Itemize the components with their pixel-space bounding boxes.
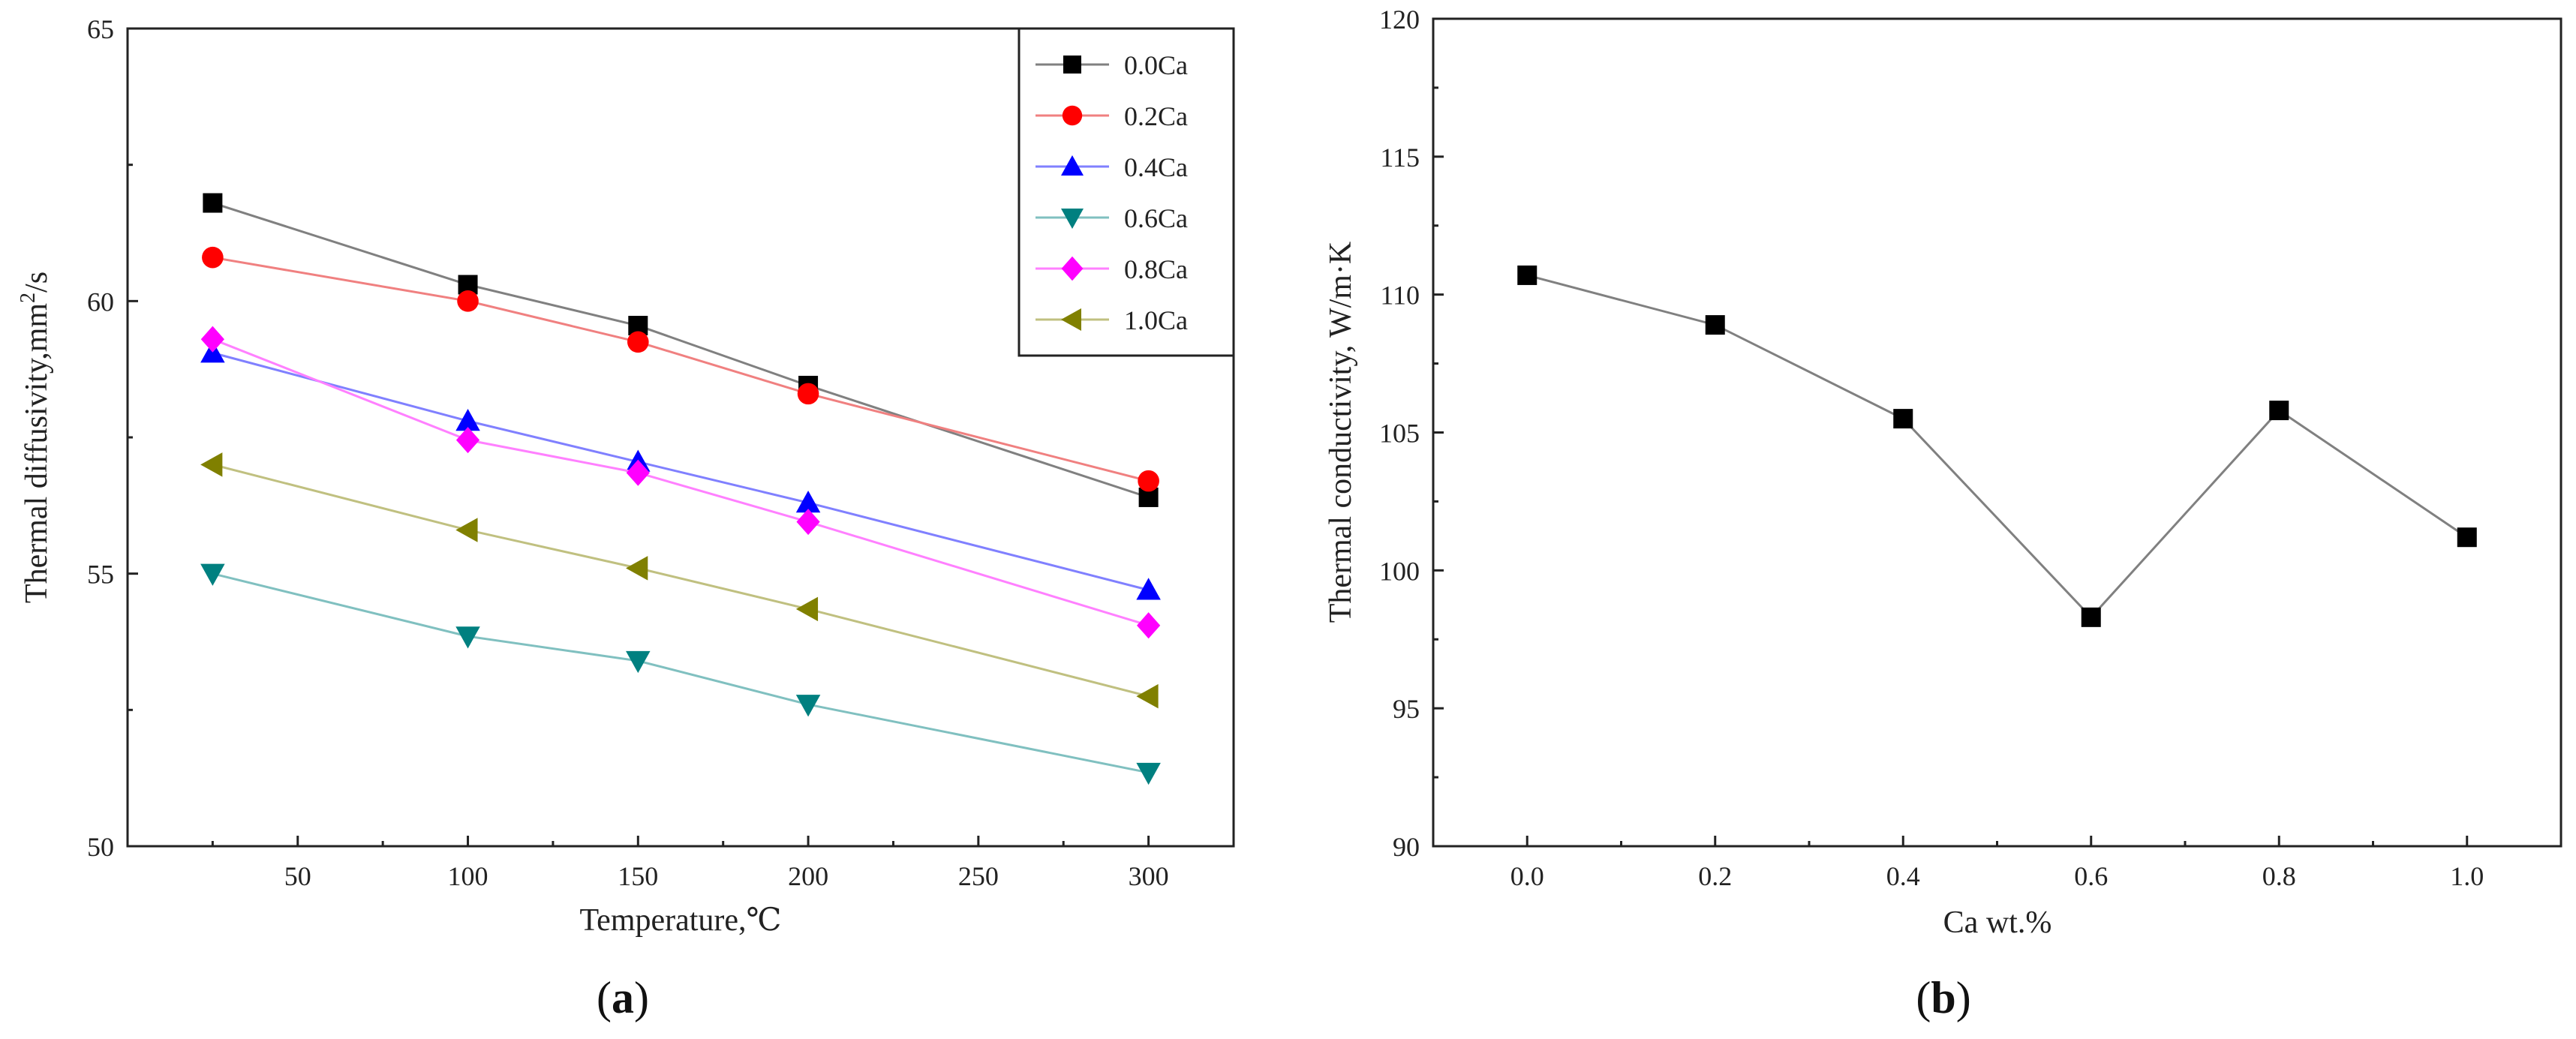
y-axis-label-b: Thermal conductivity, W/m·K (1324, 242, 1358, 623)
data-point-0.2Ca (202, 246, 224, 269)
legend-label-0.2Ca: 0.2Ca (1124, 101, 1188, 131)
data-point-0.4Ca (455, 408, 480, 431)
y-tick-label-b: 120 (1379, 5, 1420, 35)
legend-marker-0.6Ca (1061, 209, 1084, 229)
data-point-1.0Ca (1136, 683, 1159, 709)
data-point-0.2Ca (797, 383, 819, 405)
legend-box (1017, 27, 1235, 357)
legend-a: 0.0Ca 0.2Ca 0.4Ca 0.6Ca 0.8Ca 1.0Ca (1017, 27, 1235, 357)
plot-area-b (1432, 17, 2562, 848)
data-point-conductivity (2081, 607, 2101, 627)
legend-label-0.6Ca: 0.6Ca (1124, 203, 1188, 233)
data-point-0.8Ca (1137, 612, 1161, 639)
series-0.2Ca (202, 246, 1159, 492)
data-point-1.0Ca (626, 556, 648, 581)
x-tick-label-b: 0.6 (2074, 861, 2108, 891)
legend-marker-0.4Ca (1061, 155, 1084, 176)
data-point-0.6Ca (1136, 762, 1161, 785)
data-point-1.0Ca (795, 596, 819, 622)
x-tick-label-a: 200 (788, 861, 828, 891)
data-point-0.2Ca (627, 331, 649, 353)
data-point-0.2Ca (457, 290, 479, 312)
y-tick-label-b: 95 (1393, 694, 1420, 724)
series-0.0Ca (203, 193, 1159, 507)
x-tick-label-a: 250 (958, 861, 999, 891)
data-point-0.6Ca (795, 695, 821, 717)
series-0.6Ca (200, 563, 1161, 785)
data-point-0.4Ca (795, 490, 821, 513)
series-0.8Ca (200, 326, 1161, 639)
data-point-conductivity (1517, 265, 1537, 285)
series-1.0Ca (200, 452, 1159, 709)
y-tick-label-b: 90 (1393, 832, 1420, 862)
y-tick-label-a: 60 (87, 287, 114, 317)
legend-label-1.0Ca: 1.0Ca (1124, 305, 1188, 335)
data-point-0.8Ca (200, 326, 224, 353)
chart-panel-b: 0.0 0.2 0.4 0.6 0.8 1.0 90 95 100 105 110 115 120 Ca… (1324, 5, 2562, 1022)
legend-label-0.0Ca: 0.0Ca (1124, 50, 1188, 80)
data-point-conductivity (1893, 409, 1913, 429)
x-tick-label-a: 150 (618, 861, 658, 891)
x-tick-label-b: 0.8 (2262, 861, 2296, 891)
series-line-0.2Ca (212, 256, 1149, 482)
x-tick-label-b: 1.0 (2450, 861, 2484, 891)
series-line-0.6Ca (212, 572, 1149, 774)
data-point-0.6Ca (200, 563, 225, 586)
y-tick-label-a: 65 (87, 14, 114, 44)
y-tick-label-a: 50 (87, 832, 114, 862)
data-point-0.8Ca (796, 509, 820, 536)
data-point-conductivity (2269, 401, 2289, 421)
panel-label-a: (a) (597, 973, 649, 1022)
legend-marker-0.2Ca (1062, 105, 1083, 126)
series-line-1.0Ca (212, 463, 1149, 698)
x-tick-label-b: 0.0 (1510, 861, 1544, 891)
series-line-0.4Ca (212, 351, 1149, 591)
panel-letter-b: b (1931, 973, 1955, 1022)
panel-letter-a: a (612, 973, 634, 1022)
legend-marker-0.8Ca (1061, 256, 1084, 281)
y-tick-label-b: 105 (1379, 419, 1420, 449)
legend-marker-1.0Ca (1061, 308, 1081, 331)
x-axis-label-b: Ca wt.% (1943, 905, 2052, 940)
y-tick-label-b: 100 (1379, 556, 1420, 586)
x-tick-label-a: 50 (284, 861, 311, 891)
series-0.4Ca (200, 341, 1161, 600)
data-point-0.0Ca (203, 193, 223, 213)
x-tick-label-a: 300 (1129, 861, 1169, 891)
legend-label-0.4Ca: 0.4Ca (1124, 152, 1188, 182)
x-axis-label-a: Temperature,℃ (579, 903, 781, 938)
data-point-1.0Ca (455, 518, 478, 542)
data-point-conductivity (2457, 527, 2477, 548)
data-point-0.8Ca (455, 427, 480, 454)
y-tick-label-b: 110 (1380, 281, 1420, 311)
x-tick-label-a: 100 (448, 861, 488, 891)
series-line-0.8Ca (212, 338, 1150, 627)
data-point-0.2Ca (1138, 470, 1159, 492)
series-line-0.0Ca (212, 202, 1150, 499)
y-axis-label-a-suffix: /s (20, 272, 54, 293)
y-tick-label-a: 55 (87, 560, 114, 590)
series-conductivity (1517, 265, 2477, 627)
y-axis-label-a-prefix: Thermal diffusivity,mm (20, 303, 54, 603)
data-point-conductivity (1705, 315, 1725, 335)
y-axis-label-a: Thermal diffusivity,mm2/s (17, 272, 54, 603)
y-axis-label-a-sup: 2 (17, 293, 40, 303)
panel-label-b: (b) (1916, 973, 1970, 1022)
data-point-0.4Ca (1136, 578, 1161, 600)
x-tick-label-b: 0.2 (1698, 861, 1732, 891)
data-point-0.6Ca (626, 650, 651, 674)
series-line-conductivity (1526, 274, 2468, 620)
data-point-1.0Ca (200, 452, 223, 477)
data-point-0.8Ca (626, 459, 650, 486)
data-point-0.6Ca (455, 626, 480, 649)
legend-marker-0.0Ca (1063, 56, 1081, 74)
legend-label-0.8Ca: 0.8Ca (1124, 254, 1188, 284)
y-tick-label-b: 115 (1380, 143, 1420, 173)
x-tick-label-b: 0.4 (1886, 861, 1920, 891)
